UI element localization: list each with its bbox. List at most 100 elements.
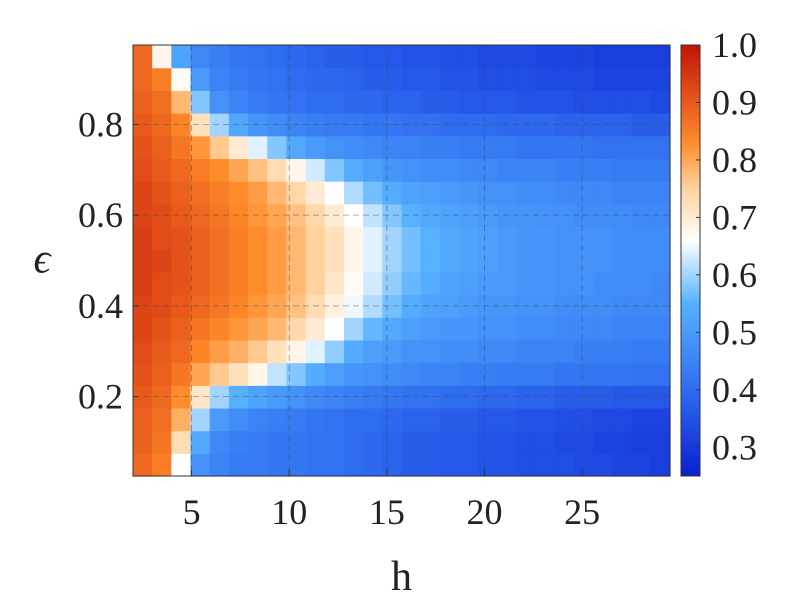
heatmap-cell — [133, 203, 153, 228]
heatmap-cell — [420, 135, 441, 160]
y-tick-label: 0.8 — [78, 104, 123, 144]
heatmap-cell — [209, 453, 230, 477]
heatmap-cell — [286, 158, 307, 182]
heatmap-cell — [324, 67, 345, 91]
heatmap-cell — [171, 90, 192, 114]
heatmap-cell — [382, 294, 403, 318]
heatmap-cell — [420, 113, 441, 137]
heatmap-cell — [631, 317, 652, 341]
heatmap-cell — [516, 90, 537, 114]
heatmap-cell — [190, 135, 211, 160]
heatmap-cell — [133, 317, 153, 341]
heatmap-cell — [363, 430, 383, 454]
heatmap-cell — [650, 430, 671, 454]
heatmap-cell — [439, 362, 460, 386]
heatmap-cell — [650, 113, 671, 137]
heatmap-cell — [152, 135, 172, 160]
heatmap-cell — [631, 67, 652, 91]
heatmap-cell — [171, 181, 192, 205]
grid-lines — [133, 45, 670, 476]
heatmap-cell — [248, 453, 268, 477]
heatmap-cell — [439, 453, 460, 477]
heatmap-cell — [382, 362, 403, 386]
heatmap-cell — [439, 181, 460, 205]
heatmap-cell — [401, 226, 422, 250]
heatmap-cell — [190, 181, 211, 205]
heatmap-cell — [535, 67, 556, 91]
heatmap-cell — [535, 453, 556, 477]
heatmap-cell — [459, 226, 479, 250]
heatmap-cell — [363, 45, 383, 69]
heatmap-cell — [535, 430, 556, 454]
heatmap-cell — [286, 249, 307, 273]
heatmap-cell — [439, 317, 460, 341]
heatmap-cell — [209, 158, 230, 182]
heatmap-cell — [343, 453, 364, 477]
heatmap-cell — [286, 67, 307, 91]
heatmap-cell — [171, 271, 192, 296]
heatmap-cell — [554, 158, 575, 182]
heatmap-cell — [382, 203, 403, 228]
heatmap-cell — [190, 453, 211, 477]
heatmap-cell — [228, 339, 249, 364]
heatmap-cell — [286, 362, 307, 386]
heatmap-cell — [497, 249, 518, 273]
x-tick-label: 25 — [564, 492, 600, 532]
heatmap-cell — [248, 181, 268, 205]
heatmap-cell — [363, 339, 383, 364]
heatmap-cell — [420, 317, 441, 341]
heatmap-cell — [516, 67, 537, 91]
heatmap-cell — [401, 339, 422, 364]
heatmap-cell — [152, 407, 172, 432]
heatmap-cell — [612, 453, 633, 477]
heatmap-cell — [209, 430, 230, 454]
heatmap-cell — [439, 271, 460, 296]
heatmap-cell — [478, 362, 498, 386]
heatmap-cell — [554, 362, 575, 386]
heatmap-cell — [650, 158, 671, 182]
heatmap-cell — [420, 249, 441, 273]
heatmap-cell — [248, 135, 268, 160]
heatmap-cell — [650, 317, 671, 341]
heatmap-cell — [612, 113, 633, 137]
heatmap-cell — [439, 294, 460, 318]
heatmap-cell — [305, 90, 326, 114]
heatmap-cell — [593, 271, 614, 296]
heatmap-cell — [363, 226, 383, 250]
heatmap-cell — [382, 113, 403, 137]
heatmap-cell — [535, 362, 556, 386]
heatmap-cell — [324, 271, 345, 296]
heatmap-cell — [420, 385, 441, 409]
heatmap-cell — [574, 249, 594, 273]
heatmap-cell — [267, 90, 288, 114]
heatmap-cell — [209, 226, 230, 250]
heatmap-cell — [305, 226, 326, 250]
heatmap-cell — [209, 203, 230, 228]
heatmap-cell — [286, 181, 307, 205]
heatmap-cell — [420, 45, 441, 69]
heatmap-cell — [574, 67, 594, 91]
heatmap-cell — [631, 430, 652, 454]
heatmap-cell — [171, 203, 192, 228]
heatmap-cell — [286, 226, 307, 250]
heatmap-cell — [439, 45, 460, 69]
heatmap-cell — [554, 90, 575, 114]
heatmap-cell — [631, 135, 652, 160]
heatmap-cell — [631, 45, 652, 69]
heatmap-cell — [554, 339, 575, 364]
heatmap-cell — [631, 339, 652, 364]
heatmap-cell — [248, 362, 268, 386]
colorbar-tick-label: 0.3 — [712, 427, 757, 467]
heatmap-cell — [554, 181, 575, 205]
heatmap-cell — [228, 317, 249, 341]
heatmap-cell — [593, 181, 614, 205]
heatmap-cell — [248, 226, 268, 250]
heatmap-cell — [631, 385, 652, 409]
heatmap-cell — [497, 317, 518, 341]
heatmap-cell — [401, 294, 422, 318]
heatmap-cell — [420, 203, 441, 228]
heatmap-cell — [631, 271, 652, 296]
heatmap-cell — [478, 90, 498, 114]
heatmap-cell — [228, 453, 249, 477]
heatmap-cell — [382, 181, 403, 205]
